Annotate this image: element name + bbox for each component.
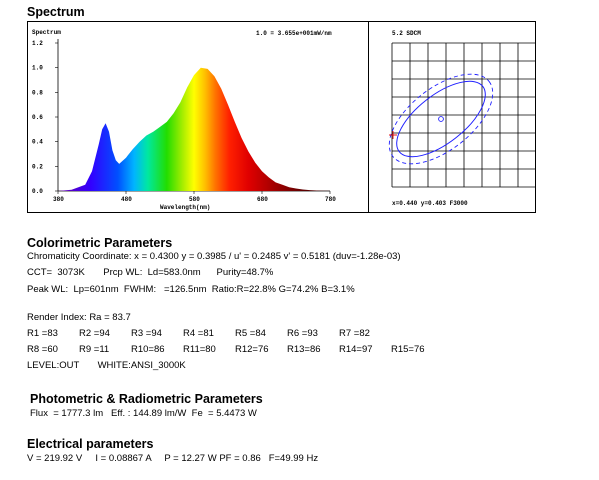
spectrum-y-tick-label: 0.8: [32, 89, 43, 96]
spectrum-x-tick-label: 580: [189, 196, 200, 203]
render-row-1: R1 =83 R2 =94 R3 =94 R4 =81 R5 =84 R6 =93 R7 =…: [27, 328, 547, 340]
sdcm-sample-marker: [389, 131, 397, 139]
spectrum-y-tick-label: 0.0: [32, 188, 43, 195]
electrical-heading: Electrical parameters: [27, 437, 154, 451]
spectrum-area: [58, 67, 330, 191]
sdcm-center-marker: [438, 116, 444, 122]
sdcm-inner-ellipse: [396, 80, 486, 158]
spectrum-y-tick-label: 1.0: [32, 65, 43, 72]
sdcm-outer-ellipse: [388, 73, 494, 165]
spectrum-panel: 0.0 0.2 0.4 0.6 0.8 1.0 1.2 380 480 580 680 780 Spe…: [27, 21, 536, 213]
render-index-value: R2 =94: [79, 328, 110, 339]
photometric-heading: Photometric & Radiometric Parameters: [30, 392, 263, 406]
spectrum-heading: Spectrum: [27, 5, 85, 19]
spectrum-x-tick-label: 680: [257, 196, 268, 203]
render-index-value: R11=80: [183, 344, 216, 355]
spectrum-peak-label: 1.0 = 3.655e+001mW/nm: [256, 30, 332, 37]
spectrum-y-tick-label: 0.4: [32, 139, 43, 146]
render-index-value: R10=86: [131, 344, 165, 355]
colorimetric-heading: Colorimetric Parameters: [27, 236, 173, 250]
level-line: LEVEL:OUT WHITE:ANSI_3000K: [27, 360, 186, 371]
render-index-value: R15=76: [391, 344, 425, 355]
render-index-value: R3 =94: [131, 328, 162, 339]
render-index-value: R8 =60: [27, 344, 58, 355]
render-index-value: R14=97: [339, 344, 373, 355]
spectrum-x-tick-label: 780: [325, 196, 336, 203]
peak-wl-line: Peak WL: Lp=601nm FWHM: =126.5nm Ratio:R…: [27, 284, 355, 295]
render-index: Render Index: Ra = 83.7: [27, 312, 131, 323]
chromaticity-line: Chromaticity Coordinate: x = 0.4300 y = …: [27, 251, 401, 262]
cct-line: CCT= 3073K Prcp WL: Ld=583.0nm Purity=48…: [27, 267, 274, 278]
sdcm-grid: [391, 42, 535, 188]
render-index-value: R1 =83: [27, 328, 58, 339]
panel-divider: [368, 22, 369, 212]
render-index-value: R13=86: [287, 344, 321, 355]
render-row-2: R8 =60 R9 =11 R10=86 R11=80 R12=76 R13=86 R14=…: [27, 344, 547, 356]
photometric-line: Flux = 1777.3 lm Eff. : 144.89 lm/W Fe =…: [30, 408, 257, 419]
render-index-value: R9 =11: [79, 344, 110, 355]
spectrum-x-tick-label: 380: [53, 196, 64, 203]
render-index-value: R12=76: [235, 344, 269, 355]
sdcm-title: 5.2 SDCM: [392, 30, 421, 37]
spectrum-y-tick-label: 0.2: [32, 163, 43, 170]
spectrum-ylabel: Spectrum: [32, 29, 61, 36]
spectrum-y-tick-label: 1.2: [32, 40, 43, 47]
render-index-value: R5 =84: [235, 328, 266, 339]
spectrum-x-tick-label: 480: [121, 196, 132, 203]
spectrum-y-tick-label: 0.6: [32, 114, 43, 121]
sdcm-coords: x=0.440 y=0.403 F3000: [392, 200, 468, 207]
sdcm-chart: 5.2 SDCM x=0.440 y=0.403 F3000: [388, 30, 535, 207]
spectrum-chart: 0.0 0.2 0.4 0.6 0.8 1.0 1.2 380 480 580 680 780 Spe…: [32, 29, 336, 211]
render-index-value: R7 =82: [339, 328, 370, 339]
render-index-value: R4 =81: [183, 328, 214, 339]
electrical-line: V = 219.92 V I = 0.08867 A P = 12.27 W P…: [27, 453, 319, 464]
render-index-value: R6 =93: [287, 328, 318, 339]
spectrum-xlabel: Wavelength(nm): [160, 204, 210, 211]
